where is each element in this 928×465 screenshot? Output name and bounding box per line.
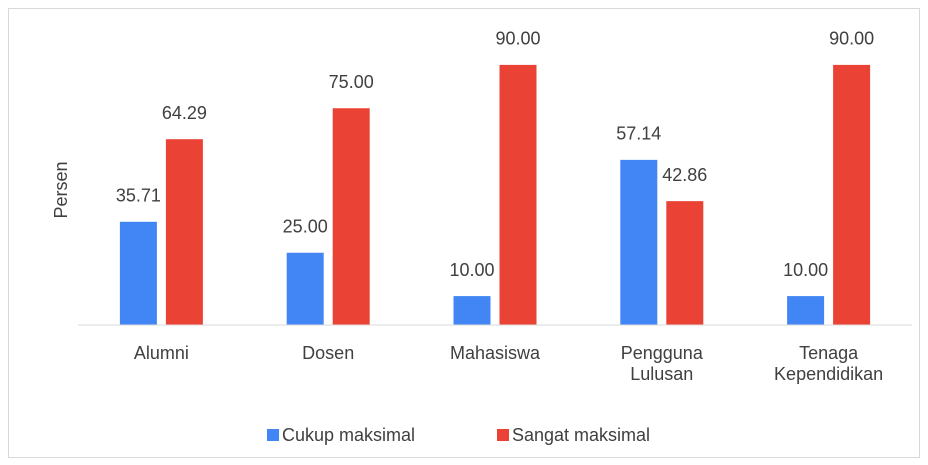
value-label: 57.14 [616,124,661,144]
value-label: 90.00 [495,29,540,49]
chart-frame [8,8,920,458]
legend-swatch [267,429,279,441]
x-tick-label: Dosen [302,343,355,363]
x-tick-label: Pengguna Lulusan [620,343,703,384]
x-tick-label: Alumni [133,343,189,363]
bar [499,64,537,326]
legend-swatch [497,429,509,441]
value-label: 42.86 [662,165,707,185]
bar [620,159,658,325]
value-label: 10.00 [783,260,828,280]
bar [666,201,704,325]
legend-label: Sangat maksimal [512,425,650,445]
value-label: 25.00 [283,217,328,237]
bar [833,64,871,326]
value-label: 75.00 [329,72,374,92]
value-label: 64.29 [162,103,207,123]
legend-label: Cukup maksimal [282,425,415,445]
bar [453,296,491,325]
value-label: 10.00 [449,260,494,280]
value-label: 90.00 [829,29,874,49]
bar [787,296,825,325]
bar [332,108,370,325]
x-tick-label: Tenaga Kependidikan [774,343,884,384]
bar [119,221,157,325]
bar [165,139,203,325]
value-label: 35.71 [116,186,161,206]
x-tick-label: Mahasiswa [449,343,541,363]
bar [286,252,324,325]
y-axis-label: Persen [51,161,71,218]
